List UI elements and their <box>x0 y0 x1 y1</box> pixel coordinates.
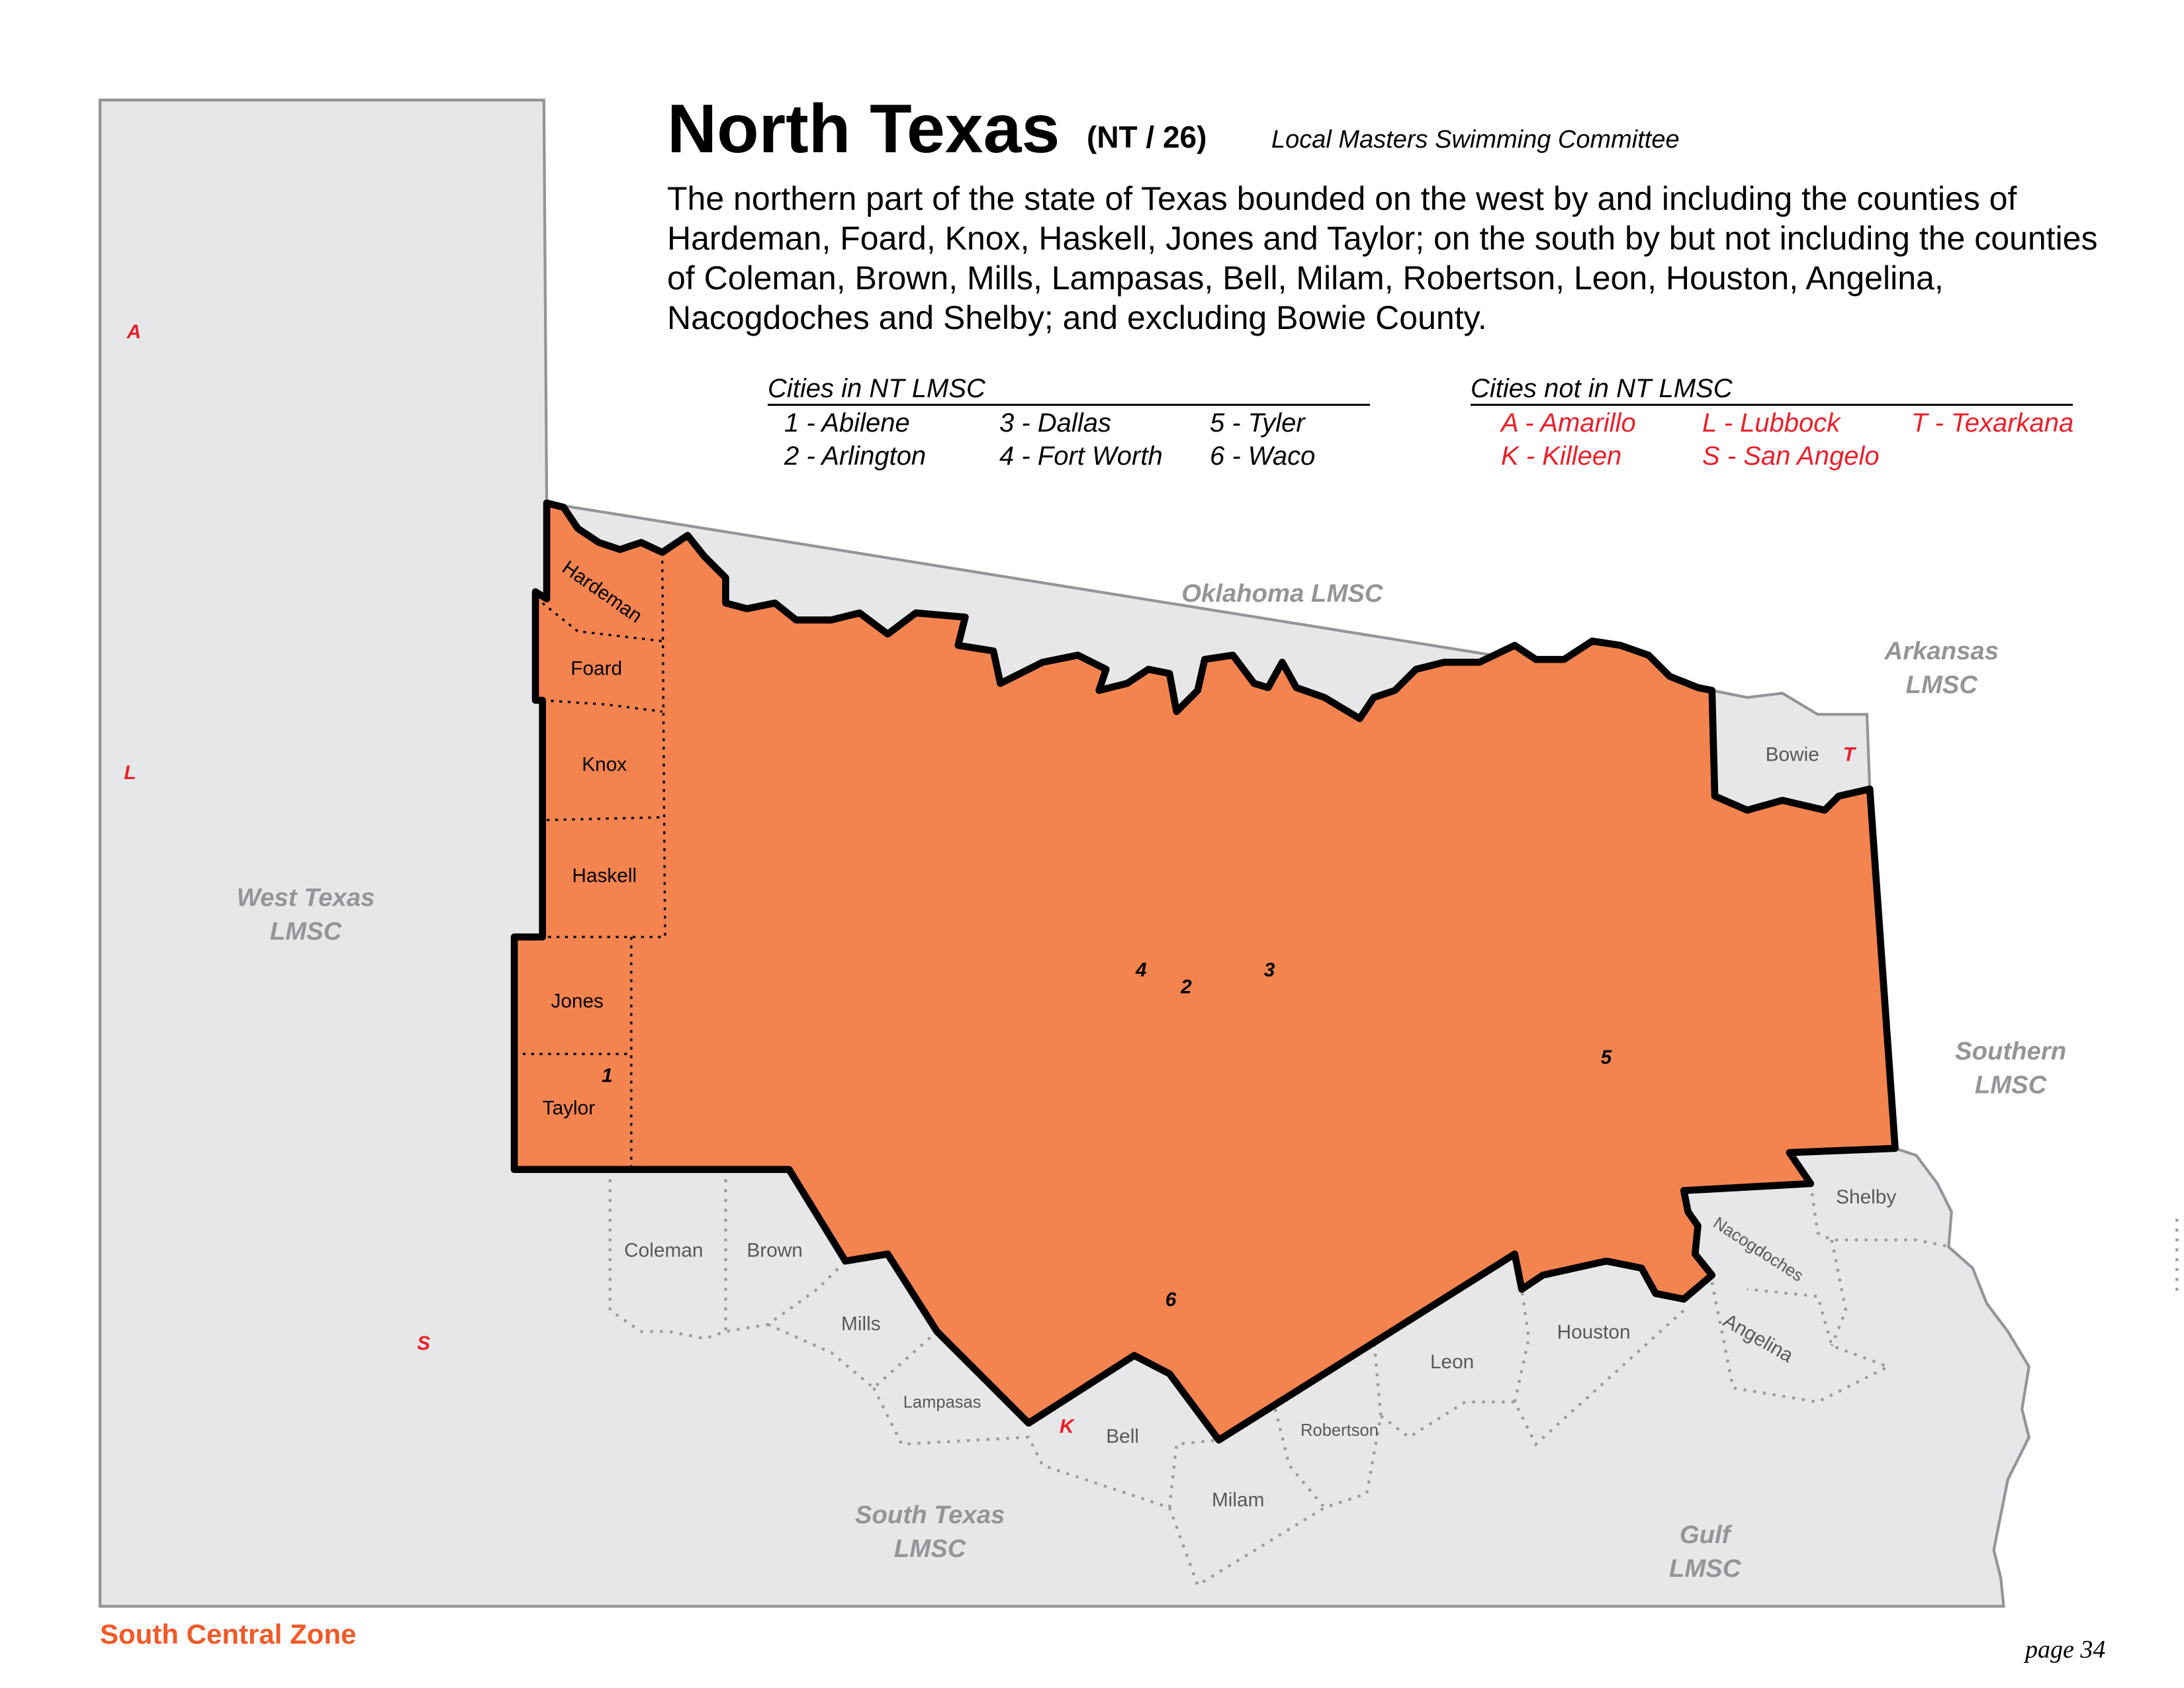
lmsc-label-west-texas: West Texas LMSC <box>237 884 375 946</box>
legend-city: 3 - Dallas <box>999 408 1111 438</box>
county-leon: Leon <box>1430 1351 1474 1373</box>
svg-text:Southern: Southern <box>1955 1037 2066 1066</box>
legend-out-title: Cities not in NT LMSC <box>1471 374 2073 406</box>
svg-text:LMSC: LMSC <box>894 1534 967 1563</box>
lmsc-label-south-texas: South Texas LMSC <box>855 1501 1005 1563</box>
svg-text:Gulf: Gulf <box>1680 1521 1733 1549</box>
county-foard: Foard <box>570 658 622 680</box>
county-haskell: Haskell <box>572 865 637 886</box>
county-lampasas: Lampasas <box>903 1393 981 1411</box>
legend-city: 2 - Arlington <box>784 442 927 471</box>
zone-label: South Central Zone <box>100 1618 357 1650</box>
legend-city: 5 - Tyler <box>1210 408 1305 438</box>
page-number: page 34 <box>2025 1636 2106 1664</box>
lmsc-label-arkansas: Arkansas LMSC <box>1884 637 1999 699</box>
city-marker-abilene: 1 <box>602 1065 613 1087</box>
city-marker-fort-worth: 4 <box>1135 959 1147 981</box>
county-bell: Bell <box>1106 1426 1139 1448</box>
city-marker-san-angelo: S <box>417 1333 430 1354</box>
county-borders-out <box>608 1169 2179 1587</box>
county-jones: Jones <box>551 990 604 1012</box>
city-marker-lubbock: L <box>124 762 136 784</box>
svg-text:LMSC: LMSC <box>1906 671 1979 699</box>
svg-text:LMSC: LMSC <box>1975 1071 2048 1100</box>
svg-text:Arkansas: Arkansas <box>1884 637 1999 665</box>
lmsc-label-oklahoma: Oklahoma LMSC <box>1181 579 1384 608</box>
city-marker-tyler: 5 <box>1601 1047 1612 1068</box>
legend-city-out: S - San Angelo <box>1702 442 1880 471</box>
city-marker-texarkana: T <box>1843 743 1857 765</box>
lmsc-label-southern: Southern LMSC <box>1955 1037 2066 1100</box>
county-houston: Houston <box>1557 1321 1631 1343</box>
legend-in-title: Cities in NT LMSC <box>768 374 1370 406</box>
county-coleman: Coleman <box>624 1240 703 1262</box>
svg-text:West Texas: West Texas <box>237 884 375 912</box>
svg-text:LMSC: LMSC <box>1669 1554 1742 1583</box>
city-markers-in: 1 2 3 4 5 6 <box>602 959 1612 1311</box>
city-marker-killeen: K <box>1060 1416 1075 1438</box>
county-milam: Milam <box>1212 1489 1264 1511</box>
county-robertson: Robertson <box>1300 1421 1379 1440</box>
legend-city-out: A - Amarillo <box>1501 408 1636 438</box>
svg-text:LMSC: LMSC <box>270 917 343 946</box>
city-marker-dallas: 3 <box>1264 959 1275 981</box>
page-title: North Texas <box>667 91 1060 167</box>
north-texas-region <box>510 499 1899 1444</box>
county-taylor: Taylor <box>543 1098 596 1119</box>
legend-city-out: L - Lubbock <box>1702 408 1841 438</box>
boundary-description: The northern part of the state of Texas … <box>667 180 2098 336</box>
county-bowie: Bowie <box>1766 743 1819 765</box>
city-markers-out: A L S K T <box>124 321 1856 1438</box>
lmsc-abbreviation: (NT / 26) <box>1087 120 1207 154</box>
county-shelby: Shelby <box>1836 1186 1896 1208</box>
legend-city: 6 - Waco <box>1210 442 1316 471</box>
legend-city-out: K - Killeen <box>1501 442 1622 471</box>
county-knox: Knox <box>582 753 627 775</box>
legend-city: 1 - Abilene <box>784 408 910 438</box>
city-marker-amarillo: A <box>126 321 142 343</box>
county-brown: Brown <box>747 1240 802 1262</box>
svg-text:South Texas: South Texas <box>855 1501 1005 1529</box>
county-borders-in <box>514 552 666 1170</box>
city-marker-arlington: 2 <box>1180 976 1192 998</box>
lmsc-label-gulf: Gulf LMSC <box>1669 1521 1742 1583</box>
city-marker-waco: 6 <box>1165 1289 1177 1311</box>
legend-city-out: T - Texarkana <box>1911 408 2074 438</box>
legend-city: 4 - Fort Worth <box>999 442 1163 471</box>
page-subtitle: Local Masters Swimming Committee <box>1271 126 1680 154</box>
county-mills: Mills <box>841 1313 881 1335</box>
